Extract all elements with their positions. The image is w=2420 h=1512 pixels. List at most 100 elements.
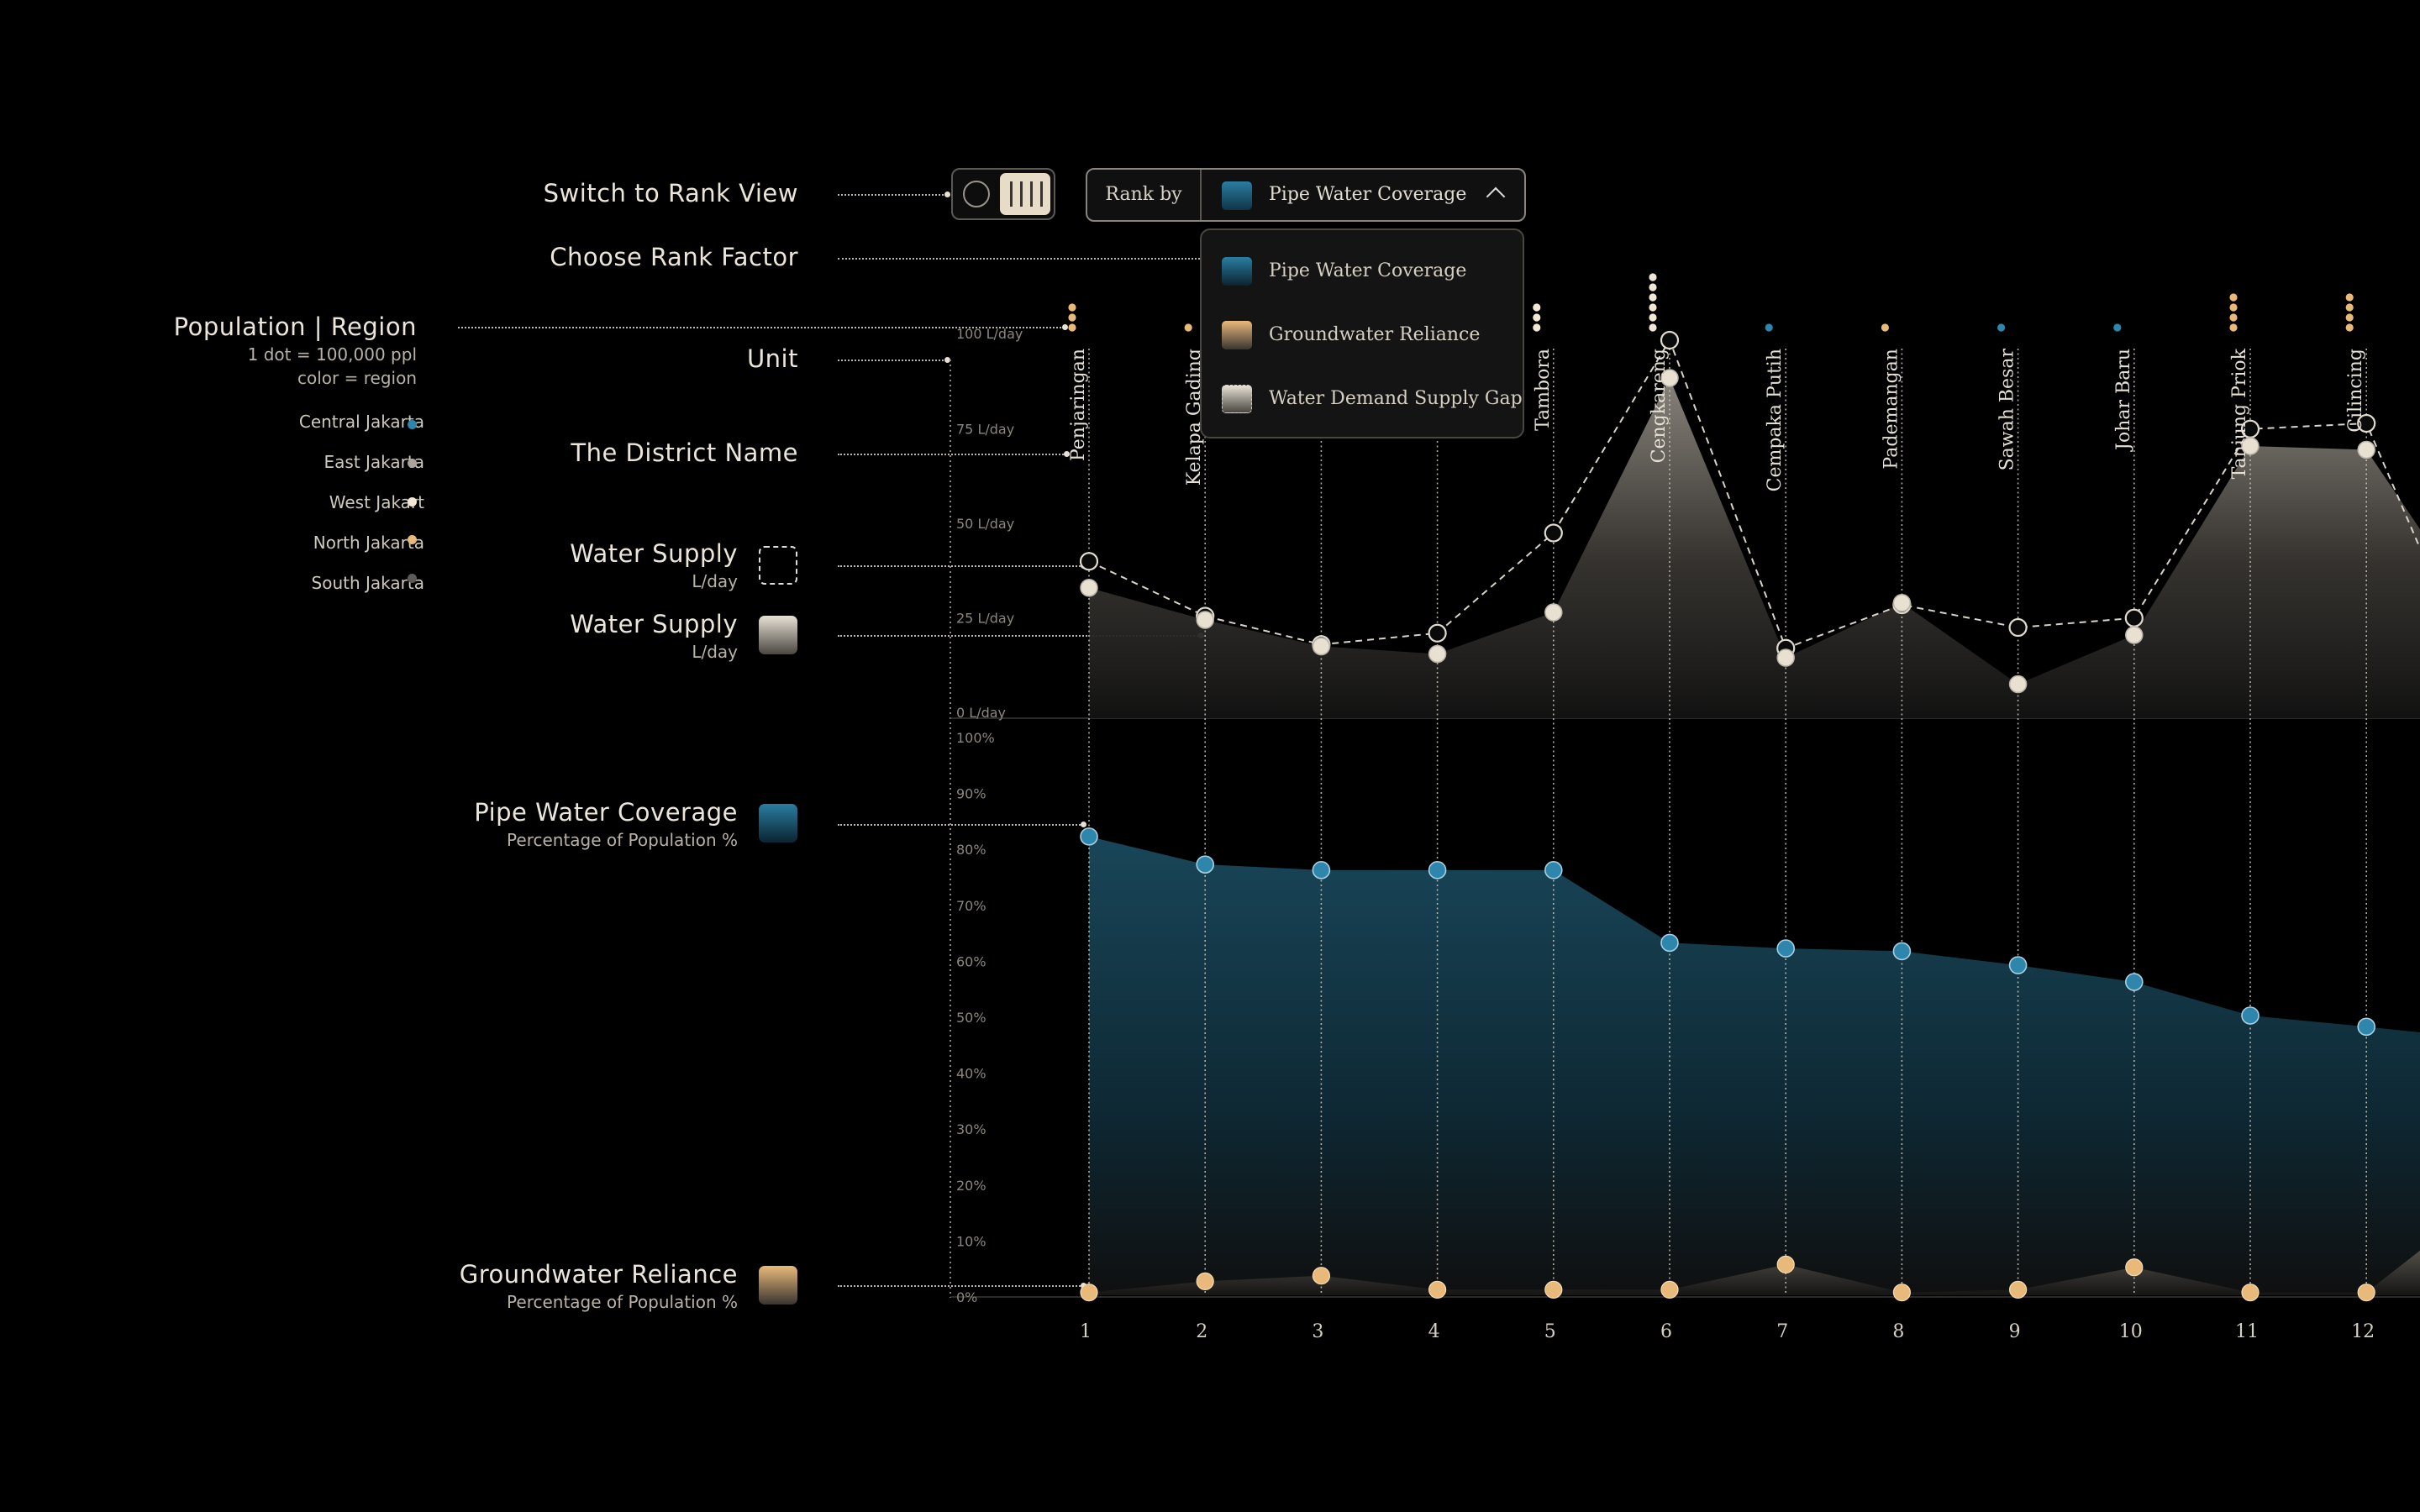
- rank-by-dropdown[interactable]: Rank by Pipe Water Coverage: [1086, 168, 1526, 222]
- groundwater-point: [1544, 1280, 1563, 1299]
- legend-dot-south: [408, 574, 417, 583]
- population-dot: [1533, 303, 1541, 312]
- population-dot: [2229, 313, 2238, 322]
- population-dot: [2229, 323, 2238, 332]
- x-tick-label: 12: [2351, 1321, 2375, 1342]
- population-dot: [1649, 303, 1657, 312]
- water-supply-point: [1312, 637, 1331, 656]
- population-dot: [1649, 323, 1657, 332]
- supply-tick-label: 0 L/day: [956, 705, 1006, 721]
- water-supply-point: [1892, 594, 1912, 612]
- pipe-swatch: [1222, 257, 1252, 286]
- x-tick-label: 3: [1312, 1321, 1323, 1342]
- water-supply-point: [1196, 611, 1214, 629]
- menu-item-water-demand-supply-gap[interactable]: Water Demand Supply Gap: [1202, 370, 1523, 428]
- groundwater-area: [1089, 1250, 2420, 1295]
- population-dot: [2345, 293, 2354, 302]
- chart-marks: [1079, 330, 2376, 1302]
- district-lines: [1088, 349, 2367, 1294]
- menu-item-label: Water Demand Supply Gap: [1269, 388, 1523, 409]
- groundwater-point: [1428, 1280, 1447, 1299]
- groundwater-point: [1892, 1284, 1911, 1302]
- areas: [1088, 338, 2420, 1295]
- district-name-label: The District Name: [571, 438, 798, 467]
- x-tick-label: 4: [1428, 1321, 1440, 1342]
- legend-item-south: South Jakarta: [311, 573, 424, 593]
- water-supply-point: [1776, 648, 1795, 667]
- groundwater-point: [1312, 1267, 1331, 1285]
- population-dot: [2345, 303, 2354, 312]
- legend-dot-west: [408, 497, 417, 507]
- population-dot: [2345, 323, 2354, 332]
- rank-factor-menu: Pipe Water Coverage Groundwater Reliance…: [1200, 228, 1524, 438]
- switch-view-label: Switch to Rank View: [543, 179, 798, 207]
- water-supply-target-point: [2357, 413, 2376, 433]
- x-tick-label: 2: [1196, 1321, 1207, 1342]
- population-dot: [1068, 313, 1076, 322]
- groundwater-point: [1080, 1284, 1098, 1302]
- supply-tick-label: 75 L/day: [956, 422, 1014, 438]
- population-dot: [2113, 323, 2122, 332]
- population-dot: [1184, 323, 1192, 332]
- menu-item-pipe-water-coverage[interactable]: Pipe Water Coverage: [1202, 242, 1523, 301]
- district-name: Johar Baru: [2113, 349, 2134, 452]
- percent-tick-label: 80%: [956, 842, 986, 858]
- population-dot: [1881, 323, 1889, 332]
- choose-factor-label: Choose Rank Factor: [550, 243, 798, 271]
- bars-icon: [1000, 173, 1050, 215]
- menu-item-label: Groundwater Reliance: [1269, 324, 1481, 345]
- pipe-coverage-point: [1776, 939, 1795, 958]
- population-label: Population | Region 1 dot = 100,000 ppl …: [173, 312, 417, 388]
- population-dot: [1649, 283, 1657, 291]
- district-name: Cilincing: [2345, 349, 2366, 433]
- groundwater-swatch-small: [1222, 321, 1252, 349]
- percent-tick-label: 60%: [956, 953, 986, 969]
- x-tick-label: 9: [2009, 1321, 2021, 1342]
- percent-tick-label: 40%: [956, 1066, 986, 1082]
- pipe-coverage-point: [1080, 827, 1098, 846]
- rank-view-toggle[interactable]: [951, 168, 1055, 220]
- district-name: Sawah Besar: [1997, 349, 2018, 471]
- population-dot: [1649, 273, 1657, 281]
- x-tick-label: 10: [2119, 1321, 2143, 1342]
- pipe-coverage-point: [2357, 1017, 2375, 1037]
- unit-label: Unit: [746, 344, 798, 373]
- x-tick-label: 11: [2235, 1321, 2259, 1342]
- district-name-leader: [838, 451, 1070, 457]
- legend-item-central: Central Jakarta: [298, 412, 424, 432]
- supply-tick-label: 25 L/day: [956, 611, 1014, 627]
- district-name: Cempaka Putih: [1765, 349, 1786, 491]
- population-dot: [2345, 313, 2354, 322]
- groundwater-point: [1660, 1280, 1679, 1299]
- water-supply-point: [2008, 675, 2028, 694]
- pipe-coverage-point: [1196, 855, 1214, 874]
- percent-tick-label: 20%: [956, 1178, 986, 1194]
- gap-swatch: [1222, 385, 1252, 413]
- pipe-coverage-label: Pipe Water Coverage Percentage of Popula…: [474, 798, 738, 850]
- percent-tick-label: 10%: [956, 1233, 986, 1249]
- switch-view-leader: [838, 192, 950, 197]
- percent-tick-label: 100%: [956, 730, 995, 746]
- population-dot: [1765, 323, 1773, 332]
- supply-tick-label: 100 L/day: [956, 326, 1023, 342]
- district-name: Tambora: [1533, 349, 1554, 431]
- x-tick-label: 8: [1892, 1321, 1904, 1342]
- water-supply-point: [2241, 437, 2260, 455]
- rank-by-label: Rank by: [1087, 170, 1202, 220]
- menu-item-groundwater-reliance[interactable]: Groundwater Reliance: [1202, 306, 1523, 365]
- x-tick-label: 5: [1544, 1321, 1556, 1342]
- percent-tick-label: 70%: [956, 898, 986, 914]
- water-supply-point: [2357, 440, 2375, 459]
- pipe-coverage-area: [1089, 836, 2420, 1295]
- percent-tick-label: 0%: [956, 1289, 977, 1305]
- selected-factor-swatch: [1222, 181, 1252, 210]
- water-supply-target-point: [1660, 330, 1680, 350]
- population-dot: [1649, 313, 1657, 322]
- water-supply-actual-label: Water Supply L/day: [570, 610, 738, 662]
- pipe-coverage-point: [1312, 861, 1331, 879]
- pipe-coverage-leader: [838, 822, 1086, 827]
- population-dot: [1533, 313, 1541, 322]
- x-tick-label: 1: [1080, 1321, 1092, 1342]
- supply-tick-label: 50 L/day: [956, 516, 1014, 532]
